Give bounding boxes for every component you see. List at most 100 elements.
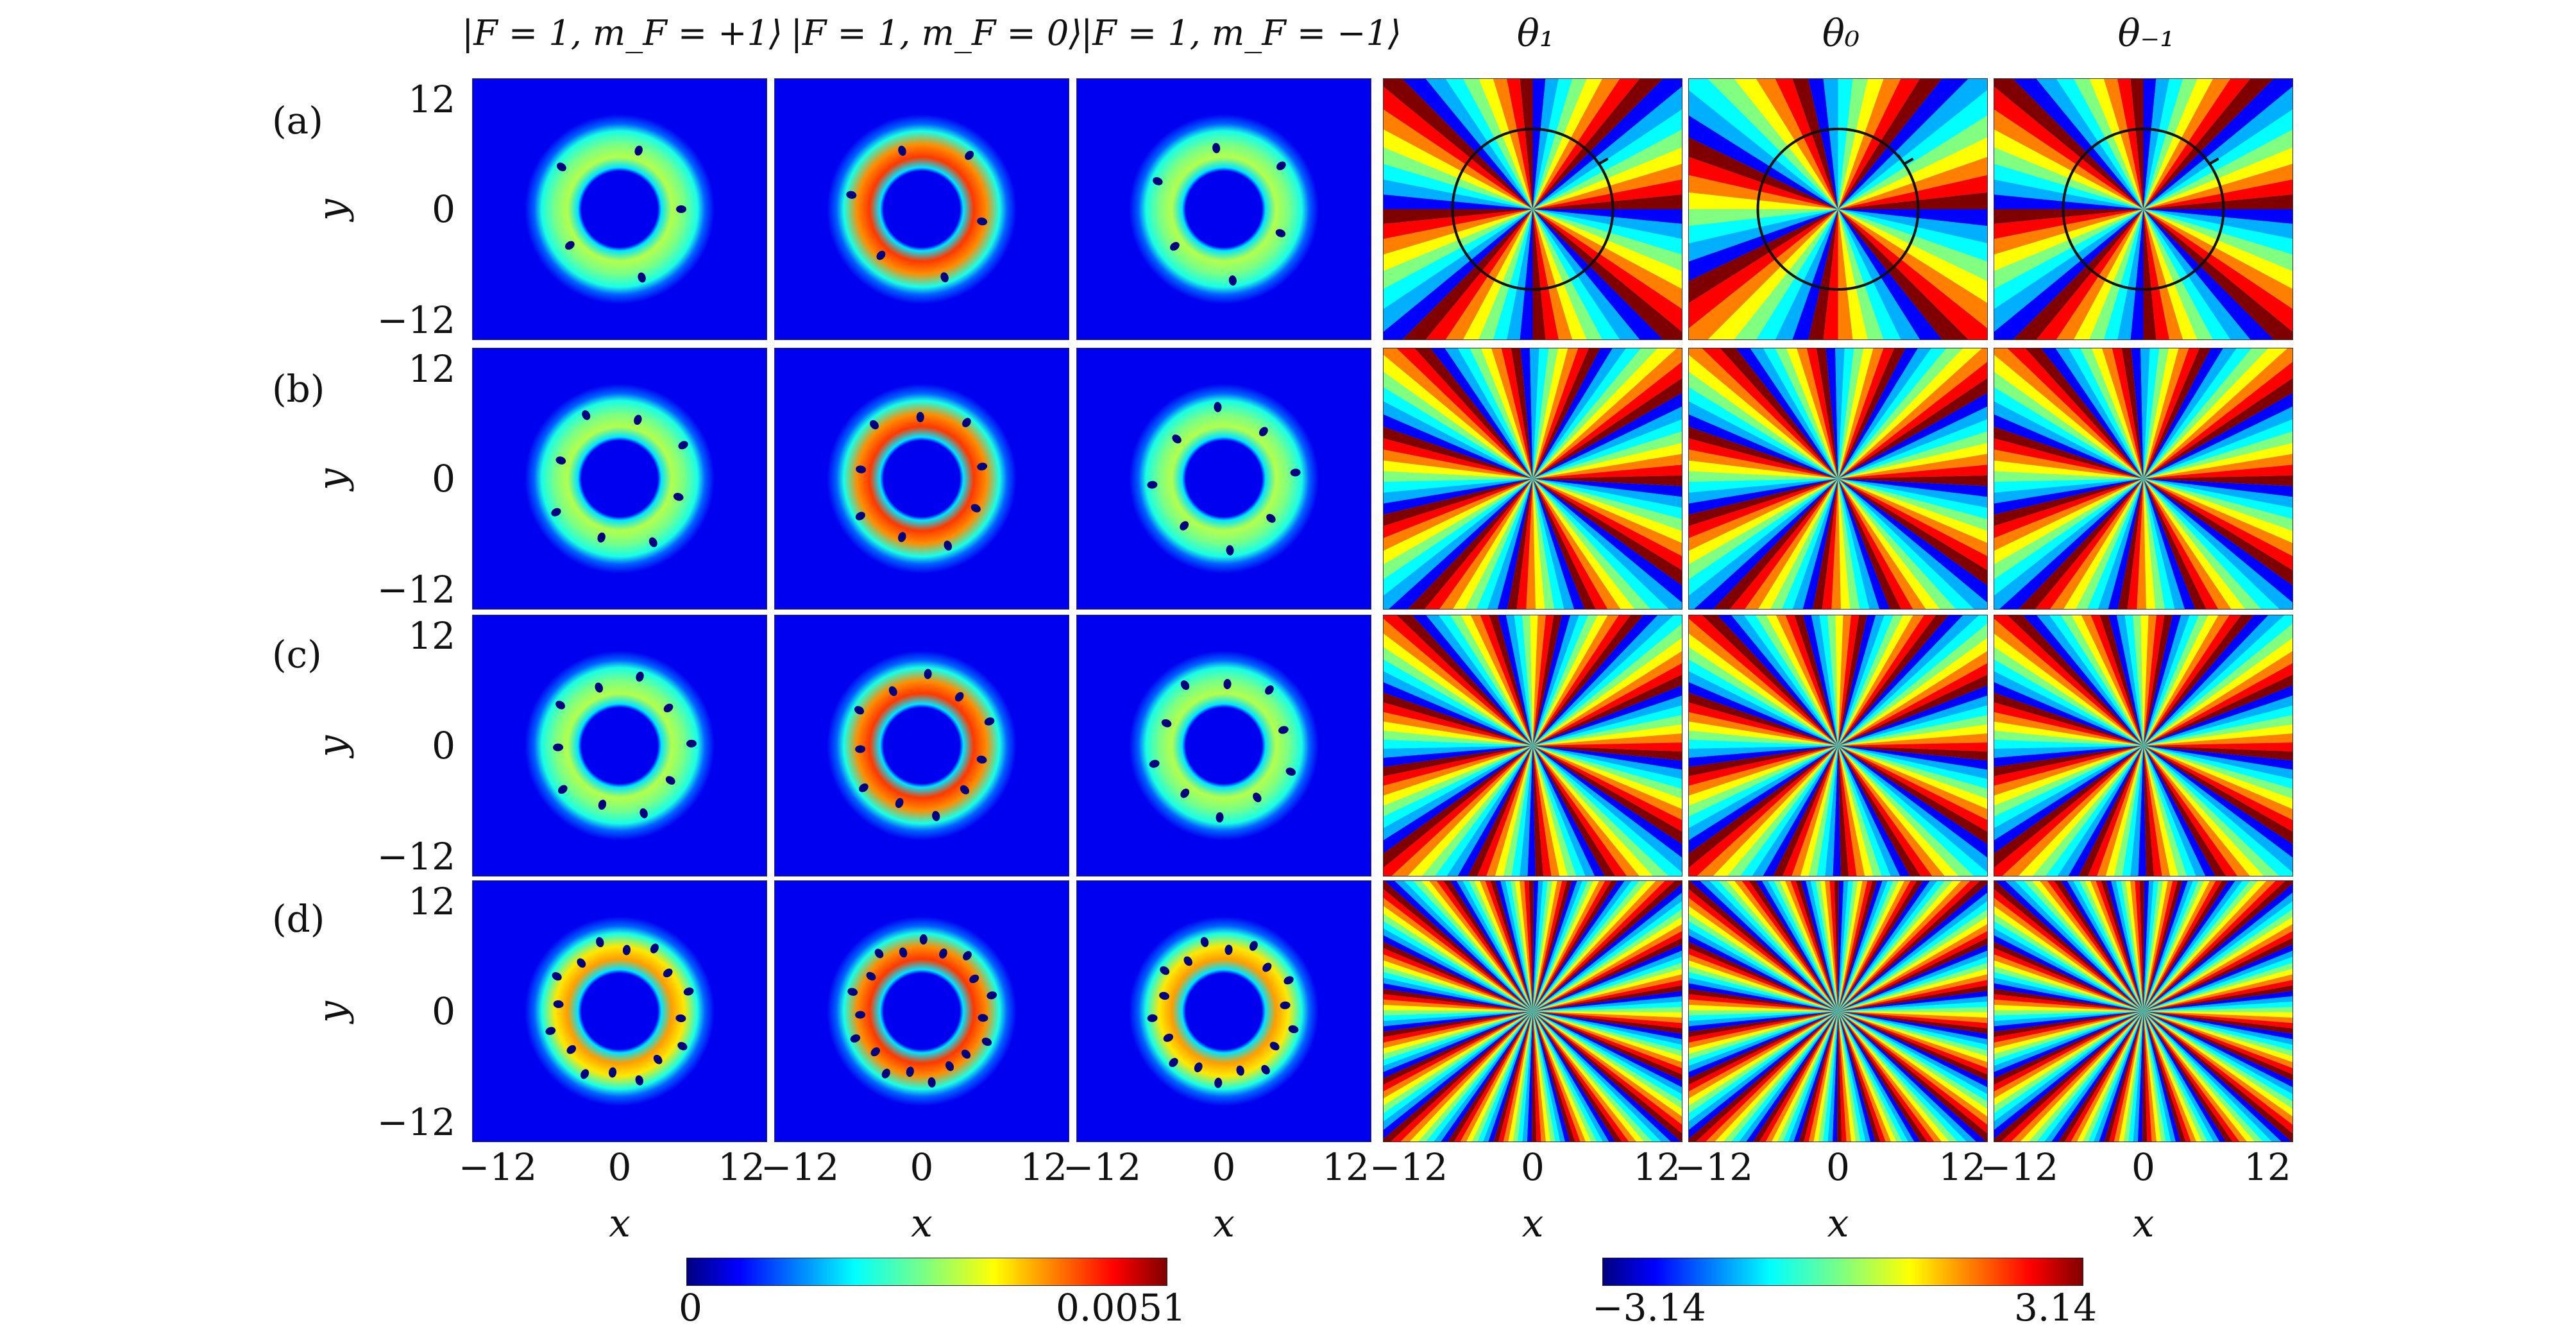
phase-wedge	[1402, 78, 1533, 209]
density-panel-r2-c0	[472, 615, 767, 877]
phase-wedge	[2014, 880, 2144, 1011]
phase-panel-r1-c3	[1383, 348, 1682, 610]
phase-wedge	[2121, 348, 2144, 479]
phase-wedge	[1833, 746, 1841, 877]
phase-wedge	[1383, 712, 1533, 746]
phase-wedge	[1838, 454, 1988, 479]
phase-wedge	[1532, 615, 1598, 746]
phase-wedge	[1759, 1011, 1838, 1142]
x-tick-label: 12	[718, 1145, 765, 1189]
vortex-core	[580, 1069, 589, 1079]
x-tick-label: −12	[760, 1145, 840, 1189]
vortex-core	[961, 1049, 971, 1059]
phase-wedge	[1532, 1011, 1682, 1023]
phase-wedge	[1520, 78, 1533, 209]
phase-wedge	[1763, 348, 1838, 479]
vortex-core	[553, 1000, 564, 1009]
phase-wedge	[1838, 479, 1860, 610]
phase-wedge	[1688, 983, 1838, 1011]
phase-wedge	[1994, 880, 2144, 1011]
phase-wedge	[2143, 209, 2275, 340]
phase-wedge	[1532, 194, 1682, 209]
phase-colorbar-min-label: −3.14	[1592, 1286, 1706, 1330]
x-tick-label: 12	[1020, 1145, 1067, 1189]
phase-panel-r0-c4	[1688, 78, 1988, 340]
vortex-core	[640, 808, 648, 819]
phase-wedge	[2143, 746, 2293, 877]
y-axis-label: y	[310, 735, 355, 757]
phase-wedge	[1994, 692, 2144, 746]
phase-wedge	[1532, 454, 1682, 479]
phase-wedge	[1838, 209, 1853, 340]
phase-wedge	[2143, 475, 2293, 486]
vortex-core	[870, 420, 879, 430]
phase-wedge	[1688, 712, 1838, 746]
phase-wedge	[1495, 880, 1533, 1011]
phase-wedge	[1994, 1011, 2144, 1054]
vortex-core	[1280, 1001, 1291, 1009]
phase-wedge	[1808, 78, 1838, 209]
phase-wedge	[1532, 479, 1682, 557]
phase-wedge	[1383, 948, 1533, 1011]
phase-wedge	[1838, 1011, 1988, 1095]
vortex-core	[1288, 1025, 1299, 1034]
phase-wedge	[1838, 1011, 1988, 1051]
phase-wedge	[1532, 615, 1554, 746]
phase-wedge	[1383, 179, 1533, 209]
phase-wedge	[2143, 209, 2293, 332]
phase-wedge	[1709, 880, 1838, 1011]
phase-wedge	[1838, 348, 1988, 479]
phase-wedge	[1801, 880, 1838, 1011]
phase-wedge	[1994, 960, 2144, 1011]
phase-wedge	[1532, 663, 1682, 746]
phase-wedge	[1383, 988, 1533, 1011]
phase-wedge	[1838, 962, 1988, 1011]
phase-wedge	[1838, 137, 1988, 209]
phase-wedge	[1994, 209, 2144, 239]
phase-colorbar-max-label: 3.14	[2014, 1286, 2097, 1330]
row-label-b: (b)	[272, 367, 325, 411]
phase-wedge	[2143, 209, 2293, 239]
phase-wedge	[1532, 179, 1682, 209]
phase-wedge	[1838, 209, 1969, 340]
phase-wedge	[1994, 78, 2144, 209]
phase-wedge	[1688, 746, 1838, 796]
phase-wedge	[1532, 746, 1682, 770]
vortex-core	[854, 706, 865, 715]
phase-wedge	[1752, 1011, 1838, 1142]
phase-wedge	[1532, 880, 1625, 1011]
column-title-mf-minus1: |F = 1, m_F = −1⟩	[1081, 13, 1402, 53]
column-title-mf-plus1: |F = 1, m_F = +1⟩	[462, 13, 783, 53]
phase-wedge	[1532, 1011, 1682, 1095]
phase-wedge	[2143, 86, 2293, 209]
circle-arrow-icon	[2202, 154, 2219, 166]
phase-wedge	[2010, 1011, 2144, 1142]
vortex-core	[577, 958, 586, 968]
phase-wedge	[1532, 78, 1640, 209]
phase-wedge	[1532, 209, 1682, 224]
phase-wedge	[1838, 78, 1868, 209]
phase-wedge	[1994, 999, 2144, 1011]
phase-wedge	[1688, 371, 1838, 479]
phase-wedge	[1514, 880, 1533, 1011]
phase-wedge	[1827, 615, 1838, 746]
phase-wedge	[1838, 746, 1988, 877]
phase-wedge	[1688, 746, 1838, 776]
y-tick-label: 12	[408, 78, 455, 121]
phase-wedge	[2143, 479, 2262, 610]
vortex-core	[648, 537, 657, 547]
phase-wedge	[2143, 1011, 2293, 1081]
phase-wedge	[1994, 460, 2144, 479]
phase-wedge	[1532, 209, 1640, 340]
phase-wedge	[1994, 739, 2144, 749]
phase-wedge	[1994, 209, 2144, 332]
phase-wedge	[2143, 479, 2293, 610]
phase-wedge	[2143, 746, 2293, 780]
vortex-core	[1224, 945, 1233, 955]
phase-wedge	[1532, 479, 1682, 603]
phase-wedge	[1383, 209, 1533, 332]
phase-wedge	[1707, 78, 1838, 209]
phase-wedge	[1994, 479, 2144, 504]
x-axis-label: x	[1521, 1201, 1544, 1246]
